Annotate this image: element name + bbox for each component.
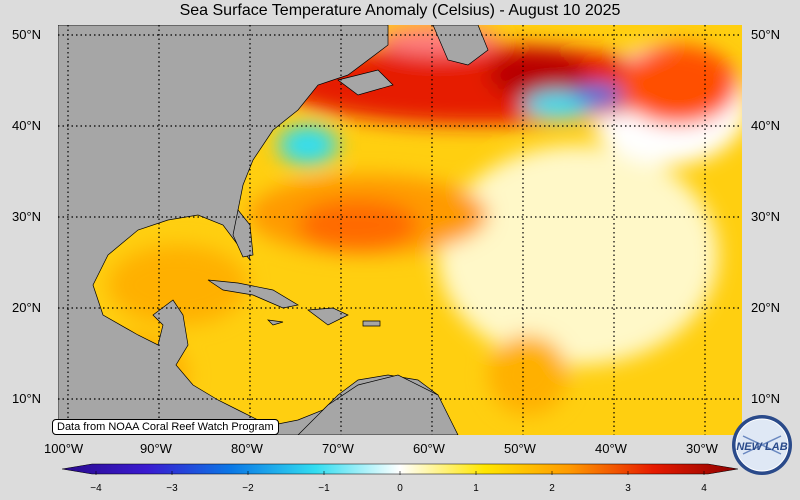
colorbar-tick-label: −3 [166,483,178,494]
jamaica [267,319,284,326]
north-america [58,25,439,435]
colorbar [62,463,738,475]
lon-label: 100°W [44,441,84,456]
lat-label-left: 20°N [12,300,42,315]
lon-label: 60°W [413,441,445,456]
cuba [207,279,299,309]
land-masses [58,25,489,435]
lon-label: 80°W [231,441,263,456]
lat-label-left: 30°N [12,209,42,224]
colorbar-tick-label: −2 [242,483,254,494]
map-title: Sea Surface Temperature Anomaly (Celsius… [179,2,621,19]
lat-label-left: 50°N [12,27,42,42]
colorbar-tick-label: 2 [549,483,555,494]
lat-label-left: 10°N [12,391,42,406]
colorbar-tick-label: −1 [318,483,330,494]
florida [232,209,254,258]
sst-anomaly-map [58,25,742,435]
colorbar-tick-label: 1 [473,483,479,494]
hispaniola [307,307,349,326]
lon-label: 70°W [322,441,354,456]
colorbar-ticks [95,471,705,475]
colorbar-tick-label: 3 [625,483,631,494]
newfoundland [432,25,489,66]
data-credit: Data from NOAA Coral Reef Watch Program [52,419,279,435]
puerto-rico [362,320,381,327]
lat-label-right: 50°N [751,27,781,42]
graticule [58,25,742,435]
lat-label-left: 40°N [12,118,42,133]
lon-label: 30°W [686,441,718,456]
colorbar-tick-label: −4 [90,483,102,494]
south-america [297,374,459,435]
colorbar-tick-label: 4 [701,483,707,494]
lat-label-right: 20°N [751,300,781,315]
nova-scotia [337,69,394,96]
logo-text: NEW LAB [736,441,787,453]
lat-label-right: 40°N [751,118,781,133]
lat-label-right: 10°N [751,391,781,406]
lat-label-right: 30°N [751,209,781,224]
colorbar-tick-label: 0 [397,483,403,494]
lab-logo: NEW LAB [732,415,792,475]
lon-label: 90°W [140,441,172,456]
colorbar-gradient [62,463,738,475]
lon-label: 50°W [504,441,536,456]
lon-label: 40°W [595,441,627,456]
